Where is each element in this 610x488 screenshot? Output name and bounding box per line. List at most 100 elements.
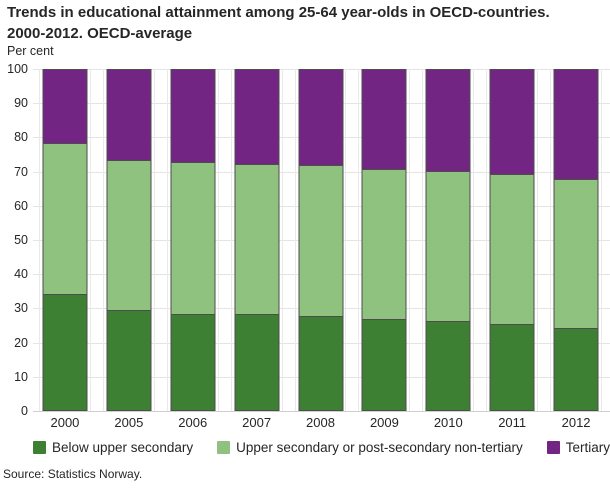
bar-group-2010	[416, 69, 480, 411]
page-title: Trends in educational attainment among 2…	[7, 2, 603, 45]
band-gridline	[473, 69, 475, 411]
bar-segment[interactable]	[170, 69, 216, 164]
x-axis-line	[33, 411, 610, 412]
bar-segment[interactable]	[42, 144, 88, 295]
bar-group-2009	[352, 69, 416, 411]
y-axis-tick-20: 20	[14, 335, 28, 350]
bar-segment[interactable]	[42, 69, 88, 145]
y-axis-tick-0: 0	[21, 404, 28, 418]
bar-segment[interactable]	[298, 316, 343, 411]
bar-segment[interactable]	[553, 179, 599, 329]
bar-segment[interactable]	[553, 328, 599, 411]
band-gridline	[281, 69, 283, 411]
band-gridline	[217, 69, 219, 411]
bar-segment[interactable]	[298, 166, 343, 317]
y-axis-tick-80: 80	[14, 130, 28, 145]
legend-label: Upper secondary or post-secondary non-te…	[236, 440, 523, 455]
legend-swatch-icon	[546, 441, 560, 454]
x-axis-tick-2009: 2009	[369, 415, 399, 430]
bar-segment[interactable]	[106, 69, 152, 162]
stacked-bar-2012[interactable]	[553, 69, 599, 411]
bar-group-2006	[161, 69, 225, 411]
legend-item[interactable]: Upper secondary or post-secondary non-te…	[217, 440, 523, 455]
stacked-bar-2000[interactable]	[42, 69, 88, 411]
stacked-bar-2005[interactable]	[106, 69, 152, 411]
title-line-1: Trends in educational attainment among 2…	[7, 4, 550, 21]
band-gridline	[39, 69, 40, 411]
y-axis-unit-label: Per cent	[7, 44, 54, 58]
band-gridline	[230, 69, 232, 411]
y-axis-tick-90: 90	[14, 96, 28, 111]
bar-segment[interactable]	[489, 324, 535, 411]
band-gridline	[486, 69, 488, 411]
band-gridline	[153, 69, 155, 411]
bar-segment[interactable]	[489, 175, 535, 325]
legend-swatch-icon	[33, 441, 46, 454]
x-axis-tick-2010: 2010	[433, 415, 463, 430]
stacked-bar-2006[interactable]	[170, 69, 216, 411]
bar-segment[interactable]	[106, 161, 152, 311]
legend-item[interactable]: Below upper secondary	[33, 440, 193, 455]
y-axis-labels: 0 10 20 30 40 50 60 70 80 90 100	[0, 62, 28, 418]
x-axis-tick-2005: 2005	[114, 415, 144, 430]
bar-segment[interactable]	[553, 69, 599, 180]
bar-segment[interactable]	[425, 322, 471, 411]
band-gridline	[358, 69, 360, 411]
bar-segment[interactable]	[234, 315, 280, 411]
y-axis-tick-100: 100	[7, 62, 28, 76]
bar-segment[interactable]	[298, 69, 343, 167]
bar-segment[interactable]	[425, 69, 471, 172]
bar-segment[interactable]	[106, 310, 152, 411]
bar-segment[interactable]	[170, 163, 216, 315]
band-gridline	[550, 69, 552, 411]
bar-segment[interactable]	[42, 294, 88, 411]
stacked-bar-2009[interactable]	[361, 69, 407, 411]
stacked-bar-2010[interactable]	[425, 69, 471, 411]
bar-segment[interactable]	[234, 69, 280, 165]
band-gridline	[166, 69, 168, 411]
band-gridline	[409, 69, 411, 411]
x-axis-tick-2008: 2008	[306, 415, 335, 430]
x-axis-tick-2011: 2011	[498, 415, 527, 430]
x-axis-tick-2012: 2012	[561, 415, 591, 430]
stacked-bar-2008[interactable]	[298, 69, 343, 411]
bar-group-2011	[480, 69, 544, 411]
source-note: Source: Statistics Norway.	[3, 467, 143, 481]
y-axis-tick-70: 70	[14, 164, 28, 179]
bar-group-2007	[225, 69, 289, 411]
band-gridline	[102, 69, 104, 411]
y-axis-tick-30: 30	[14, 301, 28, 316]
band-gridline	[601, 69, 603, 411]
stacked-bar-chart	[0, 69, 610, 412]
bar-segment[interactable]	[361, 69, 407, 170]
legend-item[interactable]: Tertiary	[546, 440, 610, 455]
bar-segment[interactable]	[361, 320, 407, 411]
y-axis-tick-40: 40	[14, 267, 28, 282]
x-axis-labels: 2000 2005 2006 2007 2008 2009 2010 2011 2012	[33, 415, 608, 430]
bar-group-2005	[97, 69, 161, 411]
y-axis-tick-60: 60	[14, 198, 28, 213]
band-gridline	[422, 69, 424, 411]
stacked-bar-2007[interactable]	[234, 69, 280, 411]
title-line-2: 2000-2012. OECD-average	[7, 25, 193, 43]
band-gridline	[294, 69, 296, 411]
legend-label: Tertiary	[565, 440, 610, 455]
legend-label: Below upper secondary	[52, 440, 194, 455]
bar-segment[interactable]	[489, 69, 535, 176]
bar-segment[interactable]	[234, 164, 280, 316]
x-axis-tick-2006: 2006	[178, 415, 208, 430]
bar-segment[interactable]	[170, 314, 216, 411]
bar-segment[interactable]	[361, 169, 407, 321]
chart-legend: Below upper secondary Upper secondary or …	[33, 440, 610, 455]
stacked-bar-2011[interactable]	[489, 69, 535, 411]
y-axis-tick-10: 10	[14, 369, 28, 384]
bar-segment[interactable]	[425, 171, 471, 323]
y-axis-tick-50: 50	[14, 233, 28, 247]
band-gridline	[345, 69, 347, 411]
x-axis-tick-2007: 2007	[242, 415, 272, 430]
band-gridline	[537, 69, 539, 411]
bars-container	[33, 69, 608, 411]
legend-swatch-icon	[217, 441, 231, 454]
bar-group-2008	[289, 69, 353, 411]
